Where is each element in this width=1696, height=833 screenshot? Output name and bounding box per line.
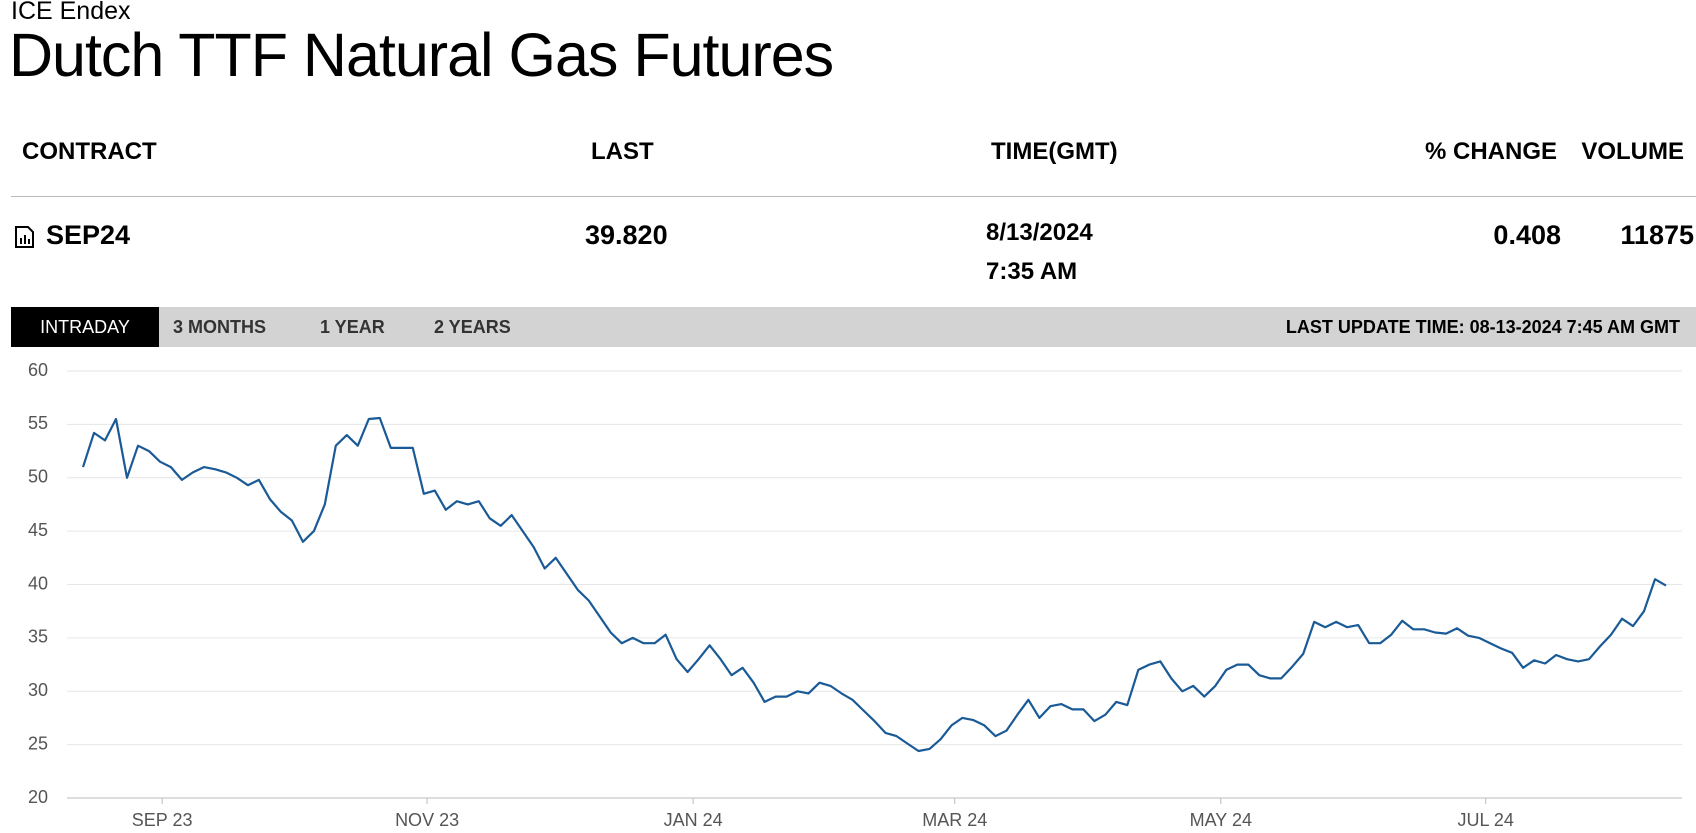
y-tick-label: 35 <box>28 627 48 647</box>
tab[interactable]: 1 YEAR <box>320 317 385 337</box>
divider <box>11 196 1696 197</box>
column-header: CONTRACT <box>22 138 157 165</box>
column-header: TIME(GMT) <box>991 138 1118 165</box>
date: 8/13/2024 <box>986 219 1093 246</box>
tab[interactable]: INTRADAY <box>11 307 159 347</box>
last: 39.820 <box>585 220 668 250</box>
tab[interactable]: 3 MONTHS <box>173 317 267 337</box>
change: 0.408 <box>1493 220 1561 250</box>
x-tick-label: NOV 23 <box>395 810 459 830</box>
tab-bar <box>11 307 1696 347</box>
column-header: % CHANGE <box>1424 138 1557 165</box>
y-tick-label: 50 <box>28 467 48 487</box>
y-tick-label: 30 <box>28 680 48 700</box>
time: 7:35 AM <box>986 258 1078 285</box>
y-tick-label: 55 <box>28 413 48 433</box>
x-tick-label: MAR 24 <box>922 810 987 830</box>
y-tick-label: 60 <box>28 360 48 380</box>
x-tick-label: MAY 24 <box>1190 810 1252 830</box>
chart-icon[interactable] <box>14 225 36 249</box>
tab[interactable]: 2 YEARS <box>434 317 511 337</box>
column-header: LAST <box>591 138 654 165</box>
volume: 11875 <box>1620 220 1694 250</box>
x-tick-label: JUL 24 <box>1458 810 1514 830</box>
last-update: LAST UPDATE TIME: 08-13-2024 7:45 AM GMT <box>1285 317 1680 337</box>
exchange: ICE Endex <box>11 0 131 25</box>
y-tick-label: 20 <box>28 787 48 807</box>
column-header: VOLUME <box>1581 138 1684 165</box>
page-title: Dutch TTF Natural Gas Futures <box>9 21 834 89</box>
y-tick-label: 40 <box>28 573 48 593</box>
y-tick-label: 25 <box>28 733 48 753</box>
contract[interactable]: SEP24 <box>46 220 131 250</box>
x-tick-label: JAN 24 <box>664 810 723 830</box>
price-line <box>81 416 1667 753</box>
x-tick-label: SEP 23 <box>132 810 193 830</box>
y-tick-label: 45 <box>28 520 48 540</box>
